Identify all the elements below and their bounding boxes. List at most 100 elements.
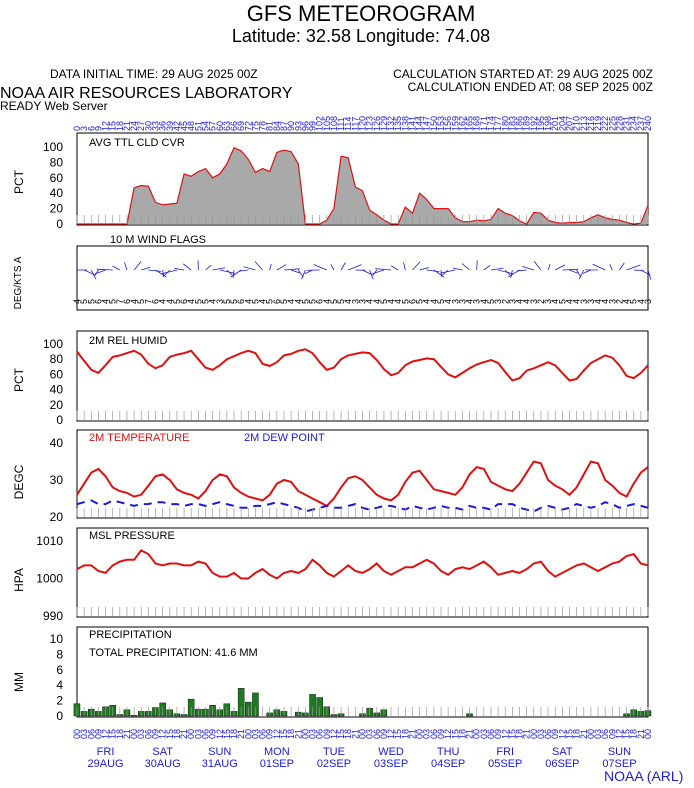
temperature-line (76, 460, 649, 508)
cloud-top-label: 129 (379, 116, 389, 131)
hour-label: 15 (507, 729, 517, 739)
hour-label: 06 (143, 729, 153, 739)
cloud-cover-series (77, 147, 649, 225)
wind-speed-label: 3 (450, 299, 460, 304)
cloud-top-label: 117 (350, 117, 360, 131)
hour-label: 15 (450, 729, 460, 739)
wind-barb (433, 269, 445, 278)
wind-barb (301, 269, 306, 280)
cloud-top-label: 141 (407, 116, 417, 131)
wind-barb (533, 261, 542, 271)
wind-barb (375, 268, 392, 271)
hour-label: 00 (472, 729, 482, 739)
date-label: 31AUG (202, 758, 238, 770)
cloud-top-label: 12 (101, 121, 111, 131)
wind-barb (372, 269, 385, 275)
wind-barb (238, 269, 249, 272)
wind-barb (640, 269, 651, 276)
cloud-top-label: 18 (115, 121, 125, 131)
hour-label: 03 (250, 729, 260, 739)
humidity-series (76, 348, 649, 382)
hour-label: 15 (279, 729, 289, 739)
cloud-top-label: 132 (386, 116, 396, 131)
y-tick-label: 60 (50, 367, 64, 381)
hour-label: 03 (308, 729, 318, 739)
hour-label: 12 (215, 729, 225, 739)
day-of-week-label: FRI (97, 746, 115, 758)
humidity-panel-title: 2M REL HUMID (89, 335, 167, 347)
wind-speed-label: 3 (529, 299, 539, 304)
pressure-line (76, 549, 649, 580)
cloud-top-label: 93 (293, 121, 303, 131)
hour-label: 18 (629, 729, 639, 739)
cloud-top-label: 66 (229, 121, 239, 131)
cloud-top-label: 162 (457, 116, 467, 131)
calc-ended: CALCULATION ENDED AT: 08 SEP 2025 00Z (408, 80, 653, 94)
hour-label: 09 (265, 729, 275, 739)
hour-label: 00 (415, 729, 425, 739)
cloud-top-label: 177 (493, 116, 503, 131)
hour-label: 15 (622, 729, 632, 739)
wind-speed-label: 4 (622, 299, 632, 304)
data-initial-time: DATA INITIAL TIME: 29 AUG 2025 00Z (50, 67, 258, 81)
dewpoint-line (76, 499, 649, 513)
wind-speed-label: 4 (208, 299, 218, 304)
cloud-top-label: 69 (236, 121, 246, 131)
hour-label: 06 (600, 729, 610, 739)
wind-speed-label: 4 (393, 299, 403, 304)
y-tick-label: 60 (50, 171, 64, 185)
wind-barb (96, 268, 113, 271)
cloud-top-label: 213 (579, 116, 589, 131)
hour-label: 21 (293, 729, 303, 739)
wind-speed-label: 4 (443, 299, 453, 304)
hour-label: 09 (93, 729, 103, 739)
hour-label: 00 (129, 729, 139, 739)
wind-speed-label: 4 (515, 299, 525, 304)
hour-label: 09 (208, 729, 218, 739)
wind-speed-label: 7 (115, 299, 125, 304)
wind-barb (516, 269, 527, 272)
hour-label: 21 (236, 729, 246, 739)
hour-label: 09 (379, 729, 389, 739)
precip-total: TOTAL PRECIPITATION: 41.6 MM (89, 647, 258, 659)
wind-speed-label: 3 (586, 299, 596, 304)
wind-barb (269, 263, 272, 271)
cloud-top-label: 180 (500, 116, 510, 131)
y-tick-label: 40 (50, 383, 64, 397)
cloud-top-label: 225 (607, 116, 617, 131)
cloud-top-label: 234 (629, 116, 639, 131)
cloud-top-label: 102 (315, 116, 325, 131)
cloud-top-label: 48 (186, 121, 196, 131)
wind-barb (490, 267, 504, 271)
y-tick-label: 20 (50, 398, 64, 412)
wind-barb (592, 263, 606, 271)
cloud-top-label: 174 (486, 116, 496, 131)
wind-barb (340, 262, 346, 271)
cloud-top-label: 114 (343, 117, 353, 131)
cloud-top-label: 99 (308, 121, 318, 131)
cloud-ylabel: PCT (12, 169, 26, 194)
y-tick-label: 0 (56, 709, 63, 723)
temperature-legend: 2M TEMPERATURE (89, 432, 189, 444)
wind-barb (510, 269, 513, 278)
cloud-top-label: 228 (614, 116, 624, 131)
cloud-top-label: 153 (436, 116, 446, 131)
wind-speed-label: 4 (365, 299, 375, 304)
wind-barb (647, 269, 652, 280)
hour-label: 21 (122, 729, 132, 739)
wind-speed-label: 3 (472, 299, 482, 304)
wind-barb (205, 264, 212, 271)
hour-label: 06 (486, 729, 496, 739)
wind-speed-label: 3 (579, 299, 589, 304)
wind-speed-label: 2 (614, 299, 624, 304)
calc-started: CALCULATION STARTED AT: 29 AUG 2025 00Z (393, 67, 653, 81)
hour-label: 06 (200, 729, 210, 739)
cloud-top-label: 75 (250, 121, 260, 131)
cloud-top-label: 72 (243, 121, 253, 131)
wind-barb (94, 269, 106, 275)
wind-speed-label: 3 (358, 299, 368, 304)
wind-speed-label: 5 (279, 299, 289, 304)
cloud-top-label: 144 (415, 116, 425, 131)
cloud-top-label: 171 (479, 116, 489, 131)
